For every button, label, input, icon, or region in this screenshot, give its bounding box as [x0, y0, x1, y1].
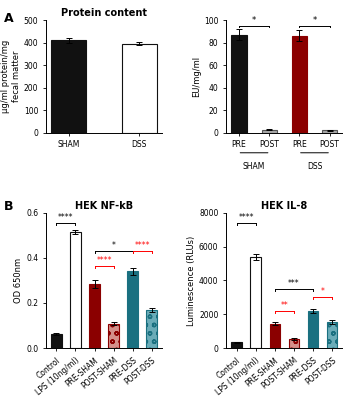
Bar	[251, 257, 261, 348]
Bar	[70, 232, 81, 348]
Bar	[51, 334, 62, 348]
Text: ****: ****	[96, 256, 112, 265]
Bar	[122, 44, 157, 132]
Bar	[327, 322, 337, 348]
Text: *: *	[321, 287, 324, 296]
Y-axis label: OD 650nm: OD 650nm	[14, 258, 23, 303]
Text: ***: ***	[288, 279, 300, 288]
Text: SHAM: SHAM	[243, 162, 265, 171]
Title: Protein content: Protein content	[61, 8, 147, 18]
Bar	[51, 40, 86, 132]
Text: B: B	[4, 200, 13, 213]
Text: ****: ****	[58, 213, 74, 222]
Bar	[322, 130, 337, 132]
Text: ****: ****	[134, 241, 150, 250]
Bar	[232, 35, 246, 132]
Bar	[232, 342, 242, 348]
Y-axis label: EU/mg/ml: EU/mg/ml	[192, 56, 201, 97]
Text: DSS: DSS	[307, 162, 322, 171]
Text: ****: ****	[238, 213, 254, 222]
Bar	[146, 310, 157, 348]
Title: HEK IL-8: HEK IL-8	[261, 201, 307, 211]
Bar	[288, 339, 299, 348]
Text: A: A	[4, 12, 13, 25]
Bar	[262, 130, 277, 132]
Bar	[127, 272, 138, 348]
Bar	[108, 324, 119, 348]
Y-axis label: μg/ml protein/mg
fecal matter: μg/ml protein/mg fecal matter	[1, 40, 21, 113]
Bar	[269, 324, 280, 348]
Bar	[89, 284, 100, 348]
Text: *: *	[112, 241, 115, 250]
Bar	[292, 36, 307, 132]
Title: HEK NF-kB: HEK NF-kB	[75, 201, 133, 211]
Text: **: **	[280, 301, 288, 310]
Bar	[307, 311, 318, 348]
Text: *: *	[252, 16, 256, 25]
Y-axis label: Luminescence (RLUs): Luminescence (RLUs)	[187, 235, 196, 326]
Text: *: *	[312, 16, 317, 25]
